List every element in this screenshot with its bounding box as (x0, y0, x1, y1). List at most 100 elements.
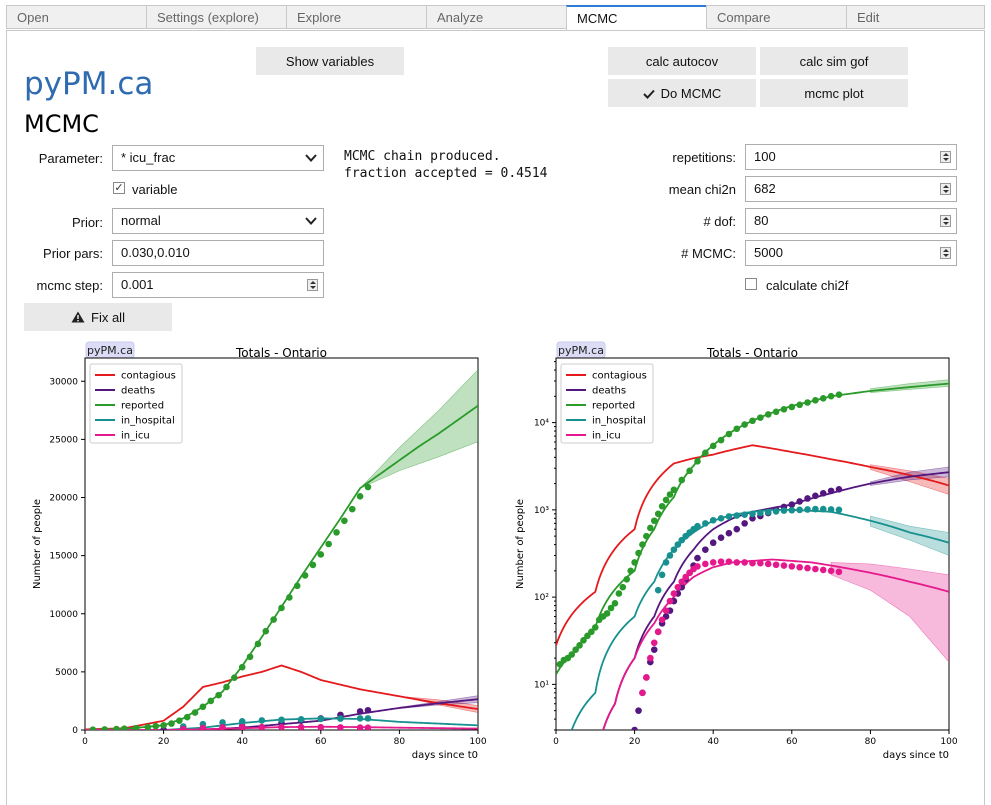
line-contagious (85, 664, 478, 730)
parameter-select-value: * icu_frac (121, 150, 176, 165)
point-in_hospital (654, 586, 662, 594)
plot-area (556, 379, 949, 730)
point-reported (788, 403, 796, 411)
point-deaths (835, 486, 843, 493)
n-mcmc-spinner[interactable] (940, 247, 951, 259)
point-in_hospital (827, 506, 835, 513)
point-in_icu (764, 560, 772, 568)
point-reported (356, 493, 364, 500)
tab-analyze[interactable]: Analyze (426, 5, 566, 29)
calculate-chi2f-checkbox[interactable] (745, 278, 757, 290)
point-reported (568, 651, 576, 658)
point-deaths (356, 708, 364, 715)
y-tick-label: 10000 (49, 610, 78, 620)
mcmc-plot-button[interactable]: mcmc plot (760, 79, 908, 107)
tab-compare[interactable]: Compare (706, 5, 846, 29)
point-reported (639, 541, 646, 548)
x-tick-label: 80 (865, 737, 877, 747)
repetitions-spinner[interactable] (940, 151, 951, 163)
tab-edit[interactable]: Edit (846, 5, 985, 29)
point-in_icu (654, 628, 662, 636)
x-tick-label: 40 (707, 737, 719, 747)
mean-chi2n-label: mean chi2n (668, 182, 736, 197)
parameter-label: Parameter: (38, 151, 103, 166)
point-in_hospital (278, 716, 285, 724)
point-in_icu (639, 689, 646, 697)
point-reported (113, 725, 120, 730)
variable-label: variable (132, 182, 178, 197)
point-reported (686, 467, 693, 475)
repetitions-input[interactable]: 100 (745, 144, 957, 170)
chart-title: Totals - Ontario (706, 346, 798, 360)
tab-mcmc[interactable]: MCMC (566, 5, 706, 31)
point-in_icu (238, 723, 246, 730)
point-in_icu (647, 654, 654, 662)
point-in_icu (725, 558, 733, 565)
tab-bar: Open Settings (explore) Explore Analyze … (6, 5, 985, 31)
calc-sim-gof-button[interactable]: calc sim gof (760, 47, 908, 75)
dof-value: 80 (754, 213, 769, 228)
page-title: MCMC (24, 110, 99, 138)
point-reported (658, 502, 666, 510)
point-in_hospital (757, 509, 764, 517)
x-tick-label: 60 (315, 737, 327, 747)
legend-entry-deaths: deaths (121, 386, 155, 397)
tab-open[interactable]: Open (6, 5, 146, 29)
point-in_hospital (658, 571, 666, 579)
point-in_icu (297, 723, 305, 730)
prior-select[interactable]: normal (112, 208, 324, 234)
point-reported (654, 510, 662, 518)
tab-explore[interactable]: Explore (286, 5, 426, 29)
point-reported (301, 572, 309, 579)
show-variables-button[interactable]: Show variables (256, 47, 404, 75)
mean-chi2n-input[interactable]: 682 (745, 176, 957, 202)
mean-chi2n-value: 682 (754, 181, 776, 196)
point-reported (293, 582, 301, 590)
chart-title: Totals - Ontario (235, 346, 327, 360)
point-reported (325, 540, 332, 548)
mean-chi2n-spinner[interactable] (940, 183, 951, 195)
variable-checkbox[interactable]: ✓ (113, 182, 125, 194)
mcmc-output-line-2: fraction accepted = 0.4514 (344, 166, 548, 181)
dof-spinner[interactable] (940, 215, 951, 227)
legend-entry-contagious: contagious (592, 371, 647, 382)
mcmc-step-spinner[interactable] (307, 279, 318, 291)
point-in_icu (674, 583, 682, 591)
y-tick-label: 5000 (55, 668, 78, 678)
point-in_hospital (356, 715, 364, 722)
point-reported (670, 486, 678, 494)
point-reported (603, 610, 611, 617)
point-in_hospital (662, 559, 670, 566)
point-in_hospital (674, 541, 682, 548)
dof-input[interactable]: 80 (745, 208, 957, 234)
point-reported (333, 529, 340, 536)
mcmc-step-value: 0.001 (121, 277, 154, 292)
n-mcmc-input[interactable]: 5000 (745, 240, 957, 266)
point-reported (623, 576, 631, 583)
y-axis-label: Number of people (32, 499, 43, 589)
dof-label: # dof: (703, 214, 736, 229)
point-in_icu (694, 563, 701, 570)
point-reported (348, 505, 356, 513)
calc-autocov-button[interactable]: calc autocov (608, 47, 756, 75)
point-reported (246, 653, 254, 661)
prior-pars-input[interactable]: 0.030,0.010 (112, 240, 324, 266)
band-reported (359, 369, 478, 489)
app-logo: pyPM.ca (24, 66, 154, 102)
point-deaths (812, 492, 819, 500)
point-deaths (819, 489, 827, 497)
x-axis-label: days since t0 (883, 750, 949, 761)
repetitions-value: 100 (754, 149, 776, 164)
point-reported (666, 491, 674, 498)
band-in_icu (830, 562, 949, 663)
point-reported (572, 646, 579, 653)
point-reported (702, 449, 709, 457)
point-reported (588, 628, 595, 636)
y-tick-label: 10¹ (534, 680, 549, 690)
tab-settings-explore[interactable]: Settings (explore) (146, 5, 286, 29)
mcmc-step-input[interactable]: 0.001 (112, 272, 324, 298)
do-mcmc-button[interactable]: Do MCMC (608, 79, 756, 107)
point-reported (615, 590, 623, 597)
fix-all-button[interactable]: Fix all (24, 303, 172, 331)
parameter-select[interactable]: * icu_frac (112, 145, 324, 171)
